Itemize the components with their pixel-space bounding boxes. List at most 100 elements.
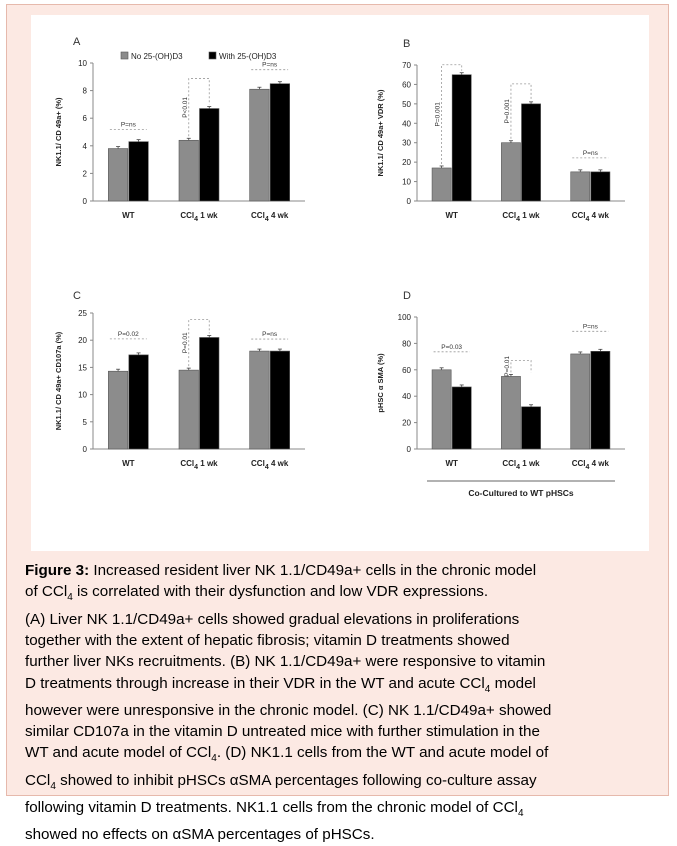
bar: [249, 350, 270, 450]
p-value-label: P=ns: [583, 150, 599, 157]
y-tick-label: 70: [402, 61, 411, 70]
chart-panel: D 0 20 40 60 80 100 pHSC α SMA (%) WT P=0.03 CCl4 …: [376, 290, 625, 498]
caption-heading: Figure 3:: [25, 562, 90, 579]
bar: [521, 103, 541, 202]
x-tick-label: CCl4 4 wk: [251, 459, 289, 471]
p-value-label: P=ns: [262, 62, 278, 69]
bar: [108, 370, 129, 450]
p-value-label: P=ns: [262, 331, 278, 338]
caption-line: however were unresponsive in the chronic…: [25, 701, 552, 719]
y-tick-label: 20: [78, 336, 87, 345]
y-tick-label: 5: [83, 418, 88, 427]
y-tick-label: 10: [78, 59, 87, 68]
p-value-label: P=0.01: [504, 356, 511, 377]
p-value-label: P=0.001: [504, 99, 511, 124]
bar: [590, 171, 611, 202]
chart-panel: A 0 2 4 6 8 10 NK1.1/ CD 49a+ (%) WT P=ns CCl4 1 w…: [54, 36, 305, 223]
x-tick-label: CCl4 4 wk: [572, 211, 610, 223]
bar: [590, 351, 611, 450]
bar: [431, 167, 452, 202]
x-tick-label: WT: [122, 459, 135, 468]
p-value-label: P=0.02: [118, 331, 139, 338]
bar: [178, 369, 199, 450]
bar: [199, 108, 220, 202]
significance-bracket: [510, 83, 532, 139]
bar: [501, 142, 521, 202]
x-tick-label: CCl4 1 wk: [502, 211, 540, 223]
y-axis-title: NK1.1/ CD 49a+ CD107a (%): [54, 331, 63, 430]
legend-swatch: [208, 51, 217, 60]
legend-swatch: [120, 51, 129, 60]
y-tick-label: 8: [83, 87, 88, 96]
y-tick-label: 100: [398, 313, 412, 322]
y-tick-label: 0: [83, 197, 88, 206]
chart-panel: B 0 10 20 30 40 50 60 70 NK1.1/ CD 49a+ VDR (%) WT…: [376, 38, 625, 223]
bar: [108, 148, 129, 202]
y-tick-label: 60: [402, 366, 411, 375]
y-tick-label: 4: [83, 142, 88, 151]
x-tick-label: CCl4 4 wk: [251, 211, 289, 223]
p-value-label: P=0.01: [182, 332, 189, 353]
bar: [451, 386, 472, 450]
x-tick-label: CCl4 1 wk: [502, 459, 540, 471]
significance-bracket: [441, 64, 463, 164]
p-value-label: P=0.001: [435, 102, 442, 127]
x-tick-label: WT: [445, 459, 458, 468]
caption-line: further liver NKs recruitments. (B) NK 1…: [25, 653, 546, 671]
x-tick-label: WT: [445, 211, 458, 220]
y-tick-label: 2: [83, 169, 88, 178]
y-tick-label: 30: [402, 139, 411, 148]
bar: [570, 171, 591, 202]
bar: [570, 353, 591, 450]
panel-letter: C: [73, 290, 81, 302]
y-tick-label: 50: [402, 100, 411, 109]
y-tick-label: 0: [407, 445, 412, 454]
y-axis-title: pHSC α SMA (%): [376, 353, 385, 413]
chart-panel: C 0 5 10 15 20 25 NK1.1/ CD 49a+ CD107a (%) WT P=…: [54, 290, 305, 471]
p-value-label: P<0.01: [182, 97, 189, 118]
significance-bracket: [188, 319, 210, 367]
y-tick-label: 0: [407, 197, 412, 206]
bar: [199, 337, 220, 450]
y-axis-title: NK1.1/ CD 49a+ (%): [54, 97, 63, 166]
caption-line: together with the extent of hepatic fibr…: [25, 631, 510, 649]
y-tick-label: 40: [402, 392, 411, 401]
x-tick-label: CCl4 1 wk: [180, 459, 218, 471]
y-tick-label: 20: [402, 419, 411, 428]
caption-line: WT and acute model of CCl4. (D) NK1.1 ce…: [25, 744, 549, 765]
significance-bracket: [188, 78, 210, 137]
y-axis-title: NK1.1/ CD 49a+ VDR (%): [376, 89, 385, 176]
y-tick-label: 60: [402, 80, 411, 89]
p-value-label: P=0.03: [441, 344, 462, 351]
caption-line: of CCl4 is correlated with their dysfunc…: [25, 583, 489, 604]
bar: [128, 141, 149, 202]
p-value-label: P=ns: [583, 323, 599, 330]
p-value-label: P=ns: [121, 122, 137, 129]
legend-label: With 25-(OH)D3: [219, 52, 277, 61]
bar: [501, 376, 521, 450]
figure-panel: A 0 2 4 6 8 10 NK1.1/ CD 49a+ (%) WT P=ns CCl4 1 w…: [6, 4, 669, 843]
x-tick-label: CCl4 4 wk: [572, 459, 610, 471]
bar: [431, 369, 452, 450]
y-tick-label: 20: [402, 158, 411, 167]
caption-line: similar CD107a in the vitamin D untreate…: [25, 723, 540, 741]
caption-line: Figure 3: Increased resident liver NK 1.…: [25, 560, 653, 581]
y-tick-label: 10: [78, 391, 87, 400]
y-tick-label: 6: [83, 114, 88, 123]
chart-area: A 0 2 4 6 8 10 NK1.1/ CD 49a+ (%) WT P=ns CCl4 1 w…: [31, 15, 649, 551]
bar: [128, 354, 149, 450]
caption-line: D treatments through increase in their V…: [25, 674, 536, 695]
bar: [451, 74, 472, 202]
y-tick-label: 25: [78, 309, 87, 318]
caption-line: following vitamin D treatments. NK1.1 ce…: [25, 799, 524, 820]
caption-text: Increased resident liver NK 1.1/CD49a+ c…: [89, 562, 537, 579]
bar: [269, 83, 290, 202]
x-tick-label: WT: [122, 211, 135, 220]
bar: [249, 88, 270, 202]
figure-charts: A 0 2 4 6 8 10 NK1.1/ CD 49a+ (%) WT P=ns CCl4 1 w…: [54, 36, 625, 498]
significance-bracket: [510, 359, 532, 373]
y-tick-label: 10: [402, 178, 411, 187]
panel-letter: A: [73, 36, 81, 48]
y-tick-label: 0: [83, 445, 88, 454]
panel-letter: D: [403, 290, 411, 302]
